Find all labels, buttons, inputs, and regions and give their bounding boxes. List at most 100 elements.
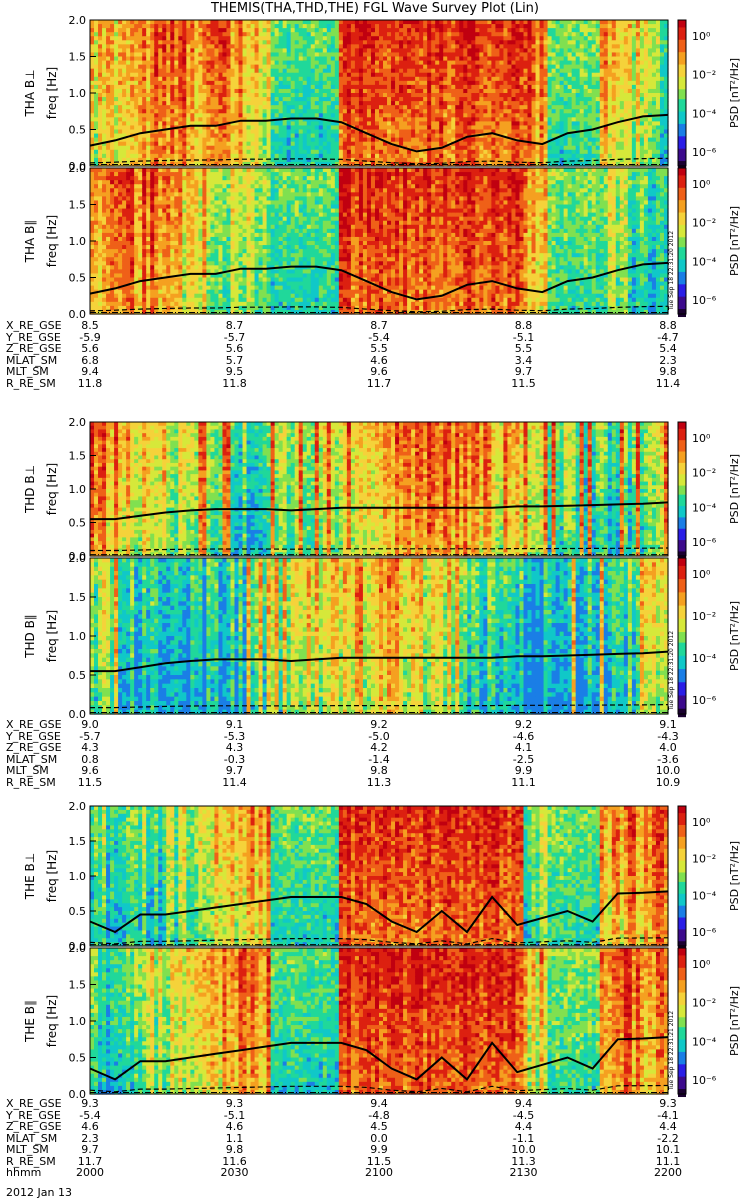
colorbar-tick-label: 10⁻⁴	[692, 107, 717, 120]
colorbar-swatch	[678, 195, 686, 199]
colorbar-swatch	[678, 1029, 686, 1033]
colorbar-swatch	[678, 510, 686, 514]
colorbar-swatch	[678, 526, 686, 530]
colorbar-swatch	[678, 52, 686, 56]
colorbar-swatch	[678, 192, 686, 196]
colorbar-swatch	[678, 927, 686, 930]
ephemeris-label: R_RE_SM	[6, 776, 56, 789]
ephemeris-value: 5.5	[370, 343, 388, 355]
colorbar-tick-label: 10⁻²	[692, 69, 716, 82]
colorbar-swatch	[678, 84, 686, 88]
ephemeris-label: X_RE_GSE	[6, 719, 62, 731]
y-axis-freq-label: freq [Hz]	[45, 850, 59, 902]
ephemeris-value: 5.6	[226, 343, 244, 355]
ephemeris-row: Y_RE_GSE -5.4 -5.1 -4.8 -4.5 -4.1	[0, 1109, 750, 1122]
ephemeris-value: -4.5	[513, 1109, 534, 1122]
colorbar-swatch	[678, 506, 686, 509]
colorbar-swatch	[678, 877, 686, 881]
ephemeris-value: 9.6	[370, 366, 388, 378]
ephemeris-value: 11.5	[511, 377, 536, 390]
ephemeris-value: -5.7	[79, 730, 100, 743]
colorbar-swatch	[678, 647, 686, 652]
colorbar-swatch	[678, 922, 686, 926]
colorbar-swatch	[678, 286, 686, 290]
colorbar-swatch	[678, 1081, 686, 1085]
panel-tha-perp: 2.0 1.5 1.0 0.5 0.0 THA B⊥ freq [Hz] 10⁰ 10⁻² 10⁻…	[23, 14, 741, 173]
colorbar-swatch	[678, 898, 686, 902]
colorbar-swatch	[678, 703, 686, 707]
colorbar-swatch	[678, 301, 686, 305]
colorbar-swatch	[678, 881, 686, 885]
colorbar-tick-label: 10⁰	[692, 432, 711, 445]
colorbar-tick-label: 10⁰	[692, 816, 711, 829]
colorbar-swatch	[678, 202, 686, 206]
colorbar-swatch	[678, 1089, 686, 1093]
ephemeris-value: 11.6	[222, 1155, 247, 1168]
colorbar-swatch	[678, 109, 686, 113]
colorbar-swatch	[678, 820, 686, 824]
colorbar-swatch	[678, 858, 686, 862]
colorbar-swatch	[678, 711, 686, 715]
y-axis-freq-label: freq [Hz]	[45, 215, 59, 267]
colorbar-swatch	[678, 893, 686, 897]
colorbar-swatch	[678, 304, 686, 308]
colorbar-swatch	[678, 563, 686, 567]
ephemeris-value: -2.2	[657, 1132, 678, 1145]
colorbar-swatch	[678, 565, 686, 570]
colorbar-swatch	[678, 1066, 686, 1070]
colorbar-swatch	[678, 485, 686, 489]
colorbar-swatch	[678, 965, 686, 969]
colorbar-swatch	[678, 242, 686, 246]
ephemeris-value: 2200	[654, 1167, 682, 1179]
colorbar-tick-label: 10⁻⁶	[692, 926, 717, 939]
colorbar-swatch	[678, 943, 686, 947]
colorbar-swatch	[678, 266, 686, 271]
ephemeris-value: 4.0	[659, 742, 677, 754]
ephemeris-value: 9.5	[226, 366, 244, 378]
colorbar-tick-label: 10⁰	[692, 568, 711, 581]
colorbar-swatch	[678, 910, 686, 914]
colorbar-swatch	[678, 247, 686, 251]
ephemeris-row: Y_RE_GSE -5.7 -5.3 -5.0 -4.6 -4.3	[0, 730, 750, 743]
colorbar-swatch	[678, 1039, 686, 1043]
colorbar-swatch	[678, 487, 686, 491]
colorbar-tick-label: 10⁻⁴	[692, 889, 717, 902]
colorbar-swatch	[678, 428, 686, 432]
colorbar-swatch	[678, 210, 686, 214]
colorbar-swatch	[678, 841, 686, 845]
colorbar-swatch	[678, 1084, 686, 1088]
colorbar-tick-label: 10⁰	[692, 30, 711, 43]
colorbar-swatch	[678, 1069, 686, 1073]
colorbar-swatch	[678, 931, 686, 935]
ephemeris-value: 9.1	[226, 719, 244, 731]
ephemeris-value: 4.3	[226, 742, 244, 754]
ephemeris-value: -5.9	[79, 331, 100, 344]
y-tick-label: 2.0	[69, 800, 87, 813]
gyro-line	[89, 113, 669, 153]
colorbar-swatch	[678, 141, 686, 145]
ephemeris-row: R_RE_SM 11.7 11.6 11.5 11.3 11.1	[0, 1155, 750, 1168]
dashed-line	[90, 547, 669, 552]
ephemeris-value: 9.3	[659, 1098, 677, 1110]
ephemeris-value: 4.6	[81, 1121, 99, 1133]
ephemeris-value: 9.9	[515, 765, 533, 777]
colorbar-swatch	[678, 471, 686, 475]
y-tick-label: 0.0	[69, 160, 87, 173]
ephemeris-value: 9.3	[81, 1098, 99, 1110]
colorbar-swatch	[678, 515, 686, 518]
colorbar-swatch	[678, 460, 686, 464]
colorbar-swatch	[678, 1017, 686, 1021]
colorbar-swatch	[678, 584, 686, 588]
colorbar-swatch	[678, 637, 686, 641]
colorbar-swatch	[678, 262, 686, 266]
y-tick-label: 2.0	[69, 942, 87, 955]
colorbar-tick-label: 10⁻⁴	[692, 1035, 717, 1048]
y-tick-label: 1.5	[69, 835, 87, 848]
colorbar-tick-label: 10⁻⁶	[692, 694, 717, 707]
colorbar-swatch	[678, 813, 686, 817]
colorbar-label: PSD [nT²/Hz]	[728, 206, 741, 276]
colorbar-swatch	[678, 106, 686, 110]
colorbar-swatch	[678, 587, 686, 591]
